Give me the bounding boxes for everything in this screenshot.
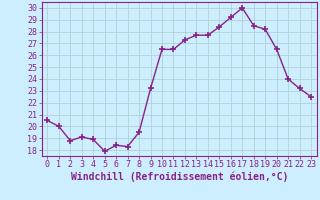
X-axis label: Windchill (Refroidissement éolien,°C): Windchill (Refroidissement éolien,°C) (70, 172, 288, 182)
